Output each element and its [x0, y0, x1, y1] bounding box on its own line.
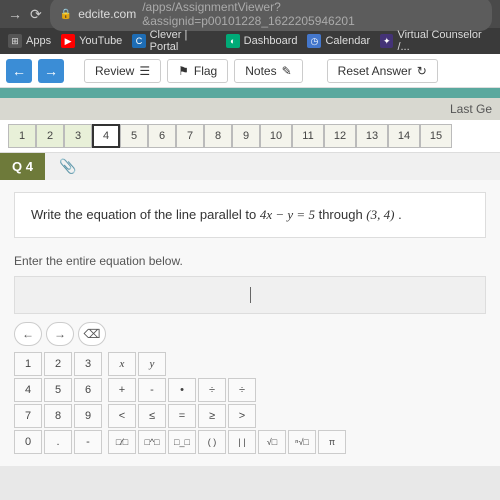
bookmark-apps[interactable]: ⊞Apps	[8, 34, 51, 48]
flag-button[interactable]: ⚑Flag	[167, 59, 228, 83]
key-8[interactable]: 8	[44, 404, 72, 428]
bookmark-calendar[interactable]: ◷Calendar	[307, 34, 370, 48]
key-5[interactable]: 5	[44, 378, 72, 402]
qnav-item-2[interactable]: 2	[36, 124, 64, 148]
key-3[interactable]: 3	[74, 352, 102, 376]
key-9[interactable]: 9	[74, 404, 102, 428]
text-cursor	[250, 287, 251, 303]
op-row-3: □⁄□□^□□_□( )| |√□ⁿ√□π	[108, 430, 346, 454]
content-area: Write the equation of the line parallel …	[0, 180, 500, 466]
key-1[interactable]: 1	[14, 352, 42, 376]
bookmarks-bar: ⊞Apps ▶YouTube CClever | Portal ◐Dashboa…	[0, 28, 500, 54]
qnav-item-15[interactable]: 15	[420, 124, 452, 148]
next-button[interactable]: →	[38, 59, 64, 83]
key-0[interactable]: 0	[14, 430, 42, 454]
qnav-item-5[interactable]: 5	[120, 124, 148, 148]
op-row-1: +-•÷÷	[108, 378, 346, 402]
url-path: /apps/AssignmentViewer?&assignid=p001012…	[142, 0, 482, 28]
key-op2-1[interactable]: ≤	[138, 404, 166, 428]
qnav-item-10[interactable]: 10	[260, 124, 292, 148]
key-op3-6[interactable]: ⁿ√□	[288, 430, 316, 454]
key-6[interactable]: 6	[74, 378, 102, 402]
key-op3-0[interactable]: □⁄□	[108, 430, 136, 454]
qnav-item-1[interactable]: 1	[8, 124, 36, 148]
op-row-2: <≤=≥>	[108, 404, 346, 428]
key-x[interactable]: x	[108, 352, 136, 376]
key-op3-2[interactable]: □_□	[168, 430, 196, 454]
list-icon: ☰	[139, 64, 150, 78]
url-bar[interactable]: 🔒 edcite.com /apps/AssignmentViewer?&ass…	[50, 0, 492, 31]
keypad-controls: ← → ⌫	[14, 322, 486, 346]
key-op2-2[interactable]: =	[168, 404, 196, 428]
key-op3-5[interactable]: √□	[258, 430, 286, 454]
qnav-item-11[interactable]: 11	[292, 124, 324, 148]
browser-chrome: → ⟳ 🔒 edcite.com /apps/AssignmentViewer?…	[0, 0, 500, 28]
key-4[interactable]: 4	[14, 378, 42, 402]
cursor-right-button[interactable]: →	[46, 322, 74, 346]
key-op1-3[interactable]: ÷	[198, 378, 226, 402]
key-op3-4[interactable]: | |	[228, 430, 256, 454]
key--[interactable]: -	[74, 430, 102, 454]
question-header: Q 4 📎	[0, 153, 500, 180]
qnav-item-3[interactable]: 3	[64, 124, 92, 148]
key-op1-2[interactable]: •	[168, 378, 196, 402]
flag-icon: ⚑	[178, 64, 189, 78]
url-domain: edcite.com	[78, 7, 136, 21]
key-op3-7[interactable]: π	[318, 430, 346, 454]
cursor-left-button[interactable]: ←	[14, 322, 42, 346]
backspace-button[interactable]: ⌫	[78, 322, 106, 346]
app-toolbar: ← → Review☰ ⚑Flag Notes✎ Reset Answer↻	[0, 54, 500, 88]
qnav-item-13[interactable]: 13	[356, 124, 388, 148]
key-7[interactable]: 7	[14, 404, 42, 428]
qnav-item-7[interactable]: 7	[176, 124, 204, 148]
reset-button[interactable]: Reset Answer↻	[327, 59, 438, 83]
lock-icon: 🔒	[60, 9, 72, 20]
key-y[interactable]: y	[138, 352, 166, 376]
question-text: Write the equation of the line parallel …	[14, 192, 486, 238]
var-row: xy	[108, 352, 346, 376]
number-pad: 123 456 789 0.-	[14, 352, 102, 454]
key-op2-4[interactable]: >	[228, 404, 256, 428]
bookmark-youtube[interactable]: ▶YouTube	[61, 34, 122, 48]
review-button[interactable]: Review☰	[84, 59, 161, 83]
key-op3-3[interactable]: ( )	[198, 430, 226, 454]
bookmark-counselor[interactable]: ✦Virtual Counselor /...	[380, 29, 492, 53]
prev-button[interactable]: ←	[6, 59, 32, 83]
attachment-icon[interactable]: 📎	[59, 158, 76, 175]
key-op1-1[interactable]: -	[138, 378, 166, 402]
key-op3-1[interactable]: □^□	[138, 430, 166, 454]
key-2[interactable]: 2	[44, 352, 72, 376]
qnav-item-14[interactable]: 14	[388, 124, 420, 148]
qnav-item-9[interactable]: 9	[232, 124, 260, 148]
qnav-item-4[interactable]: 4	[92, 124, 120, 148]
qnav-item-12[interactable]: 12	[324, 124, 356, 148]
edit-icon: ✎	[282, 64, 292, 78]
notes-button[interactable]: Notes✎	[234, 59, 302, 83]
key-op1-4[interactable]: ÷	[228, 378, 256, 402]
key-.[interactable]: .	[44, 430, 72, 454]
question-label: Q 4	[0, 153, 45, 180]
key-op2-3[interactable]: ≥	[198, 404, 226, 428]
qnav-item-8[interactable]: 8	[204, 124, 232, 148]
instruction-text: Enter the entire equation below.	[14, 254, 486, 268]
bookmark-clever[interactable]: CClever | Portal	[132, 29, 215, 53]
bookmark-dashboard[interactable]: ◐Dashboard	[226, 34, 298, 48]
key-op1-0[interactable]: +	[108, 378, 136, 402]
forward-icon[interactable]: →	[8, 6, 22, 22]
question-nav: 123456789101112131415	[0, 120, 500, 153]
key-op2-0[interactable]: <	[108, 404, 136, 428]
status-bar: Last Ge	[0, 98, 500, 120]
keypad: 1234567890.- xy +-•÷÷ <≤=≥> □⁄□□^□□_□( )…	[14, 352, 486, 454]
answer-input[interactable]	[14, 276, 486, 314]
reload-icon[interactable]: ⟳	[30, 6, 42, 23]
refresh-icon: ↻	[417, 64, 427, 78]
qnav-item-6[interactable]: 6	[148, 124, 176, 148]
accent-bar	[0, 88, 500, 98]
